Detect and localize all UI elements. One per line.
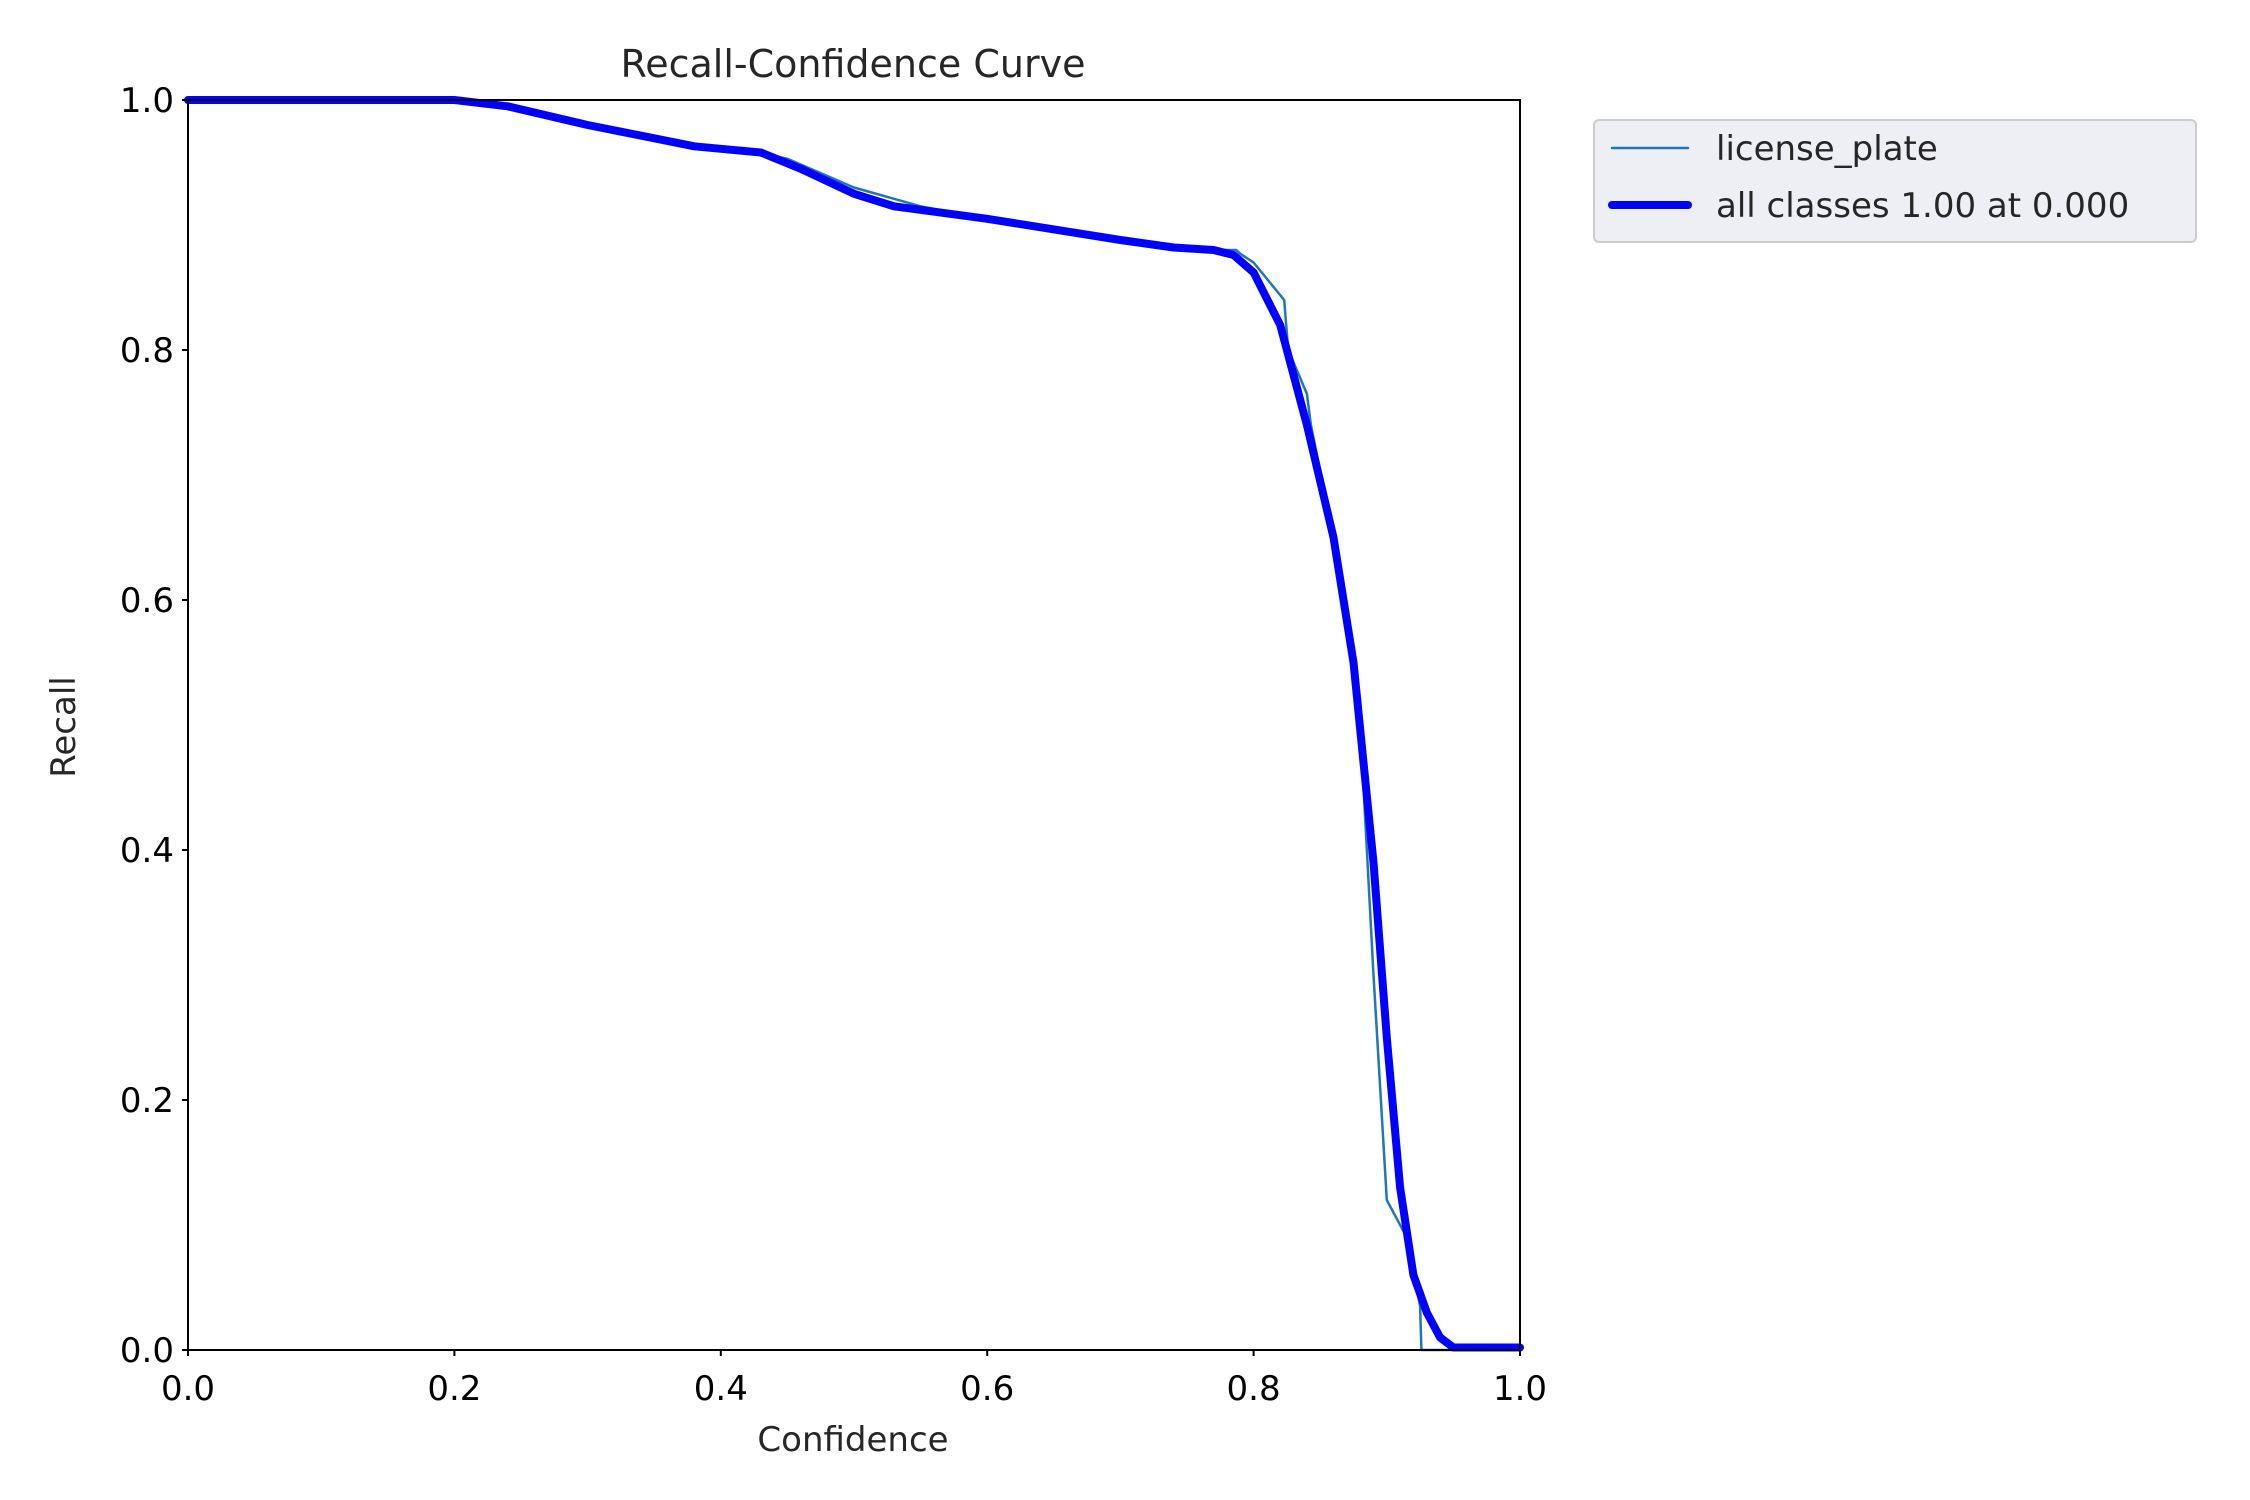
legend-label: license_plate xyxy=(1716,129,1938,169)
x-tick-label: 0.6 xyxy=(960,1369,1014,1409)
plot-area xyxy=(188,100,1520,1350)
y-axis-label: Recall xyxy=(44,676,84,777)
plot-frame xyxy=(187,99,1521,1351)
plot-background xyxy=(188,100,1520,1350)
y-tick-label: 0.0 xyxy=(120,1331,174,1371)
x-axis-label: Confidence xyxy=(757,1420,948,1460)
y-tick-label: 1.0 xyxy=(120,81,174,121)
y-tick-label: 0.2 xyxy=(120,1081,174,1121)
y-axis-ticks: 0.0 0.2 0.4 0.6 0.8 1.0 xyxy=(120,81,188,1371)
legend-item-license-plate: license_plate xyxy=(1610,129,1938,169)
x-tick-label: 0.8 xyxy=(1227,1369,1281,1409)
x-tick-label: 1.0 xyxy=(1493,1369,1547,1409)
chart-title: Recall-Confidence Curve xyxy=(621,42,1086,86)
x-axis-ticks: 0.0 0.2 0.4 0.6 0.8 1.0 xyxy=(161,1350,1547,1409)
y-tick-label: 0.4 xyxy=(120,831,174,871)
legend-item-all-classes: all classes 1.00 at 0.000 xyxy=(1608,186,2129,226)
legend-label: all classes 1.00 at 0.000 xyxy=(1716,186,2129,226)
x-tick-label: 0.4 xyxy=(694,1369,748,1409)
series-layer xyxy=(184,96,1524,1352)
x-tick-label: 0.2 xyxy=(427,1369,481,1409)
legend-box xyxy=(1593,119,2197,243)
y-tick-label: 0.8 xyxy=(120,331,174,371)
x-tick-label: 0.0 xyxy=(161,1369,215,1409)
y-tick-label: 0.6 xyxy=(120,581,174,621)
series-line-all-classes xyxy=(184,96,1524,1352)
